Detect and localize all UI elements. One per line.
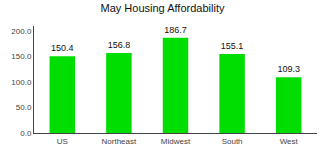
- svg-text:US: US: [57, 137, 68, 146]
- svg-text:Northeast: Northeast: [102, 137, 137, 146]
- svg-text:150.4: 150.4: [51, 43, 74, 53]
- svg-text:May Housing Affordability: May Housing Affordability: [101, 2, 225, 14]
- svg-text:109.3: 109.3: [277, 64, 300, 74]
- svg-text:155.1: 155.1: [221, 41, 244, 51]
- svg-text:South: South: [222, 137, 243, 146]
- svg-text:0.0: 0.0: [20, 129, 32, 138]
- svg-text:West: West: [280, 137, 299, 146]
- svg-text:50.0: 50.0: [16, 103, 32, 112]
- svg-text:186.7: 186.7: [164, 25, 187, 35]
- svg-text:156.8: 156.8: [108, 40, 131, 50]
- svg-text:200.0: 200.0: [11, 27, 32, 36]
- svg-text:150.0: 150.0: [11, 52, 32, 61]
- svg-text:Midwest: Midwest: [161, 137, 191, 146]
- svg-text:100.0: 100.0: [11, 78, 32, 87]
